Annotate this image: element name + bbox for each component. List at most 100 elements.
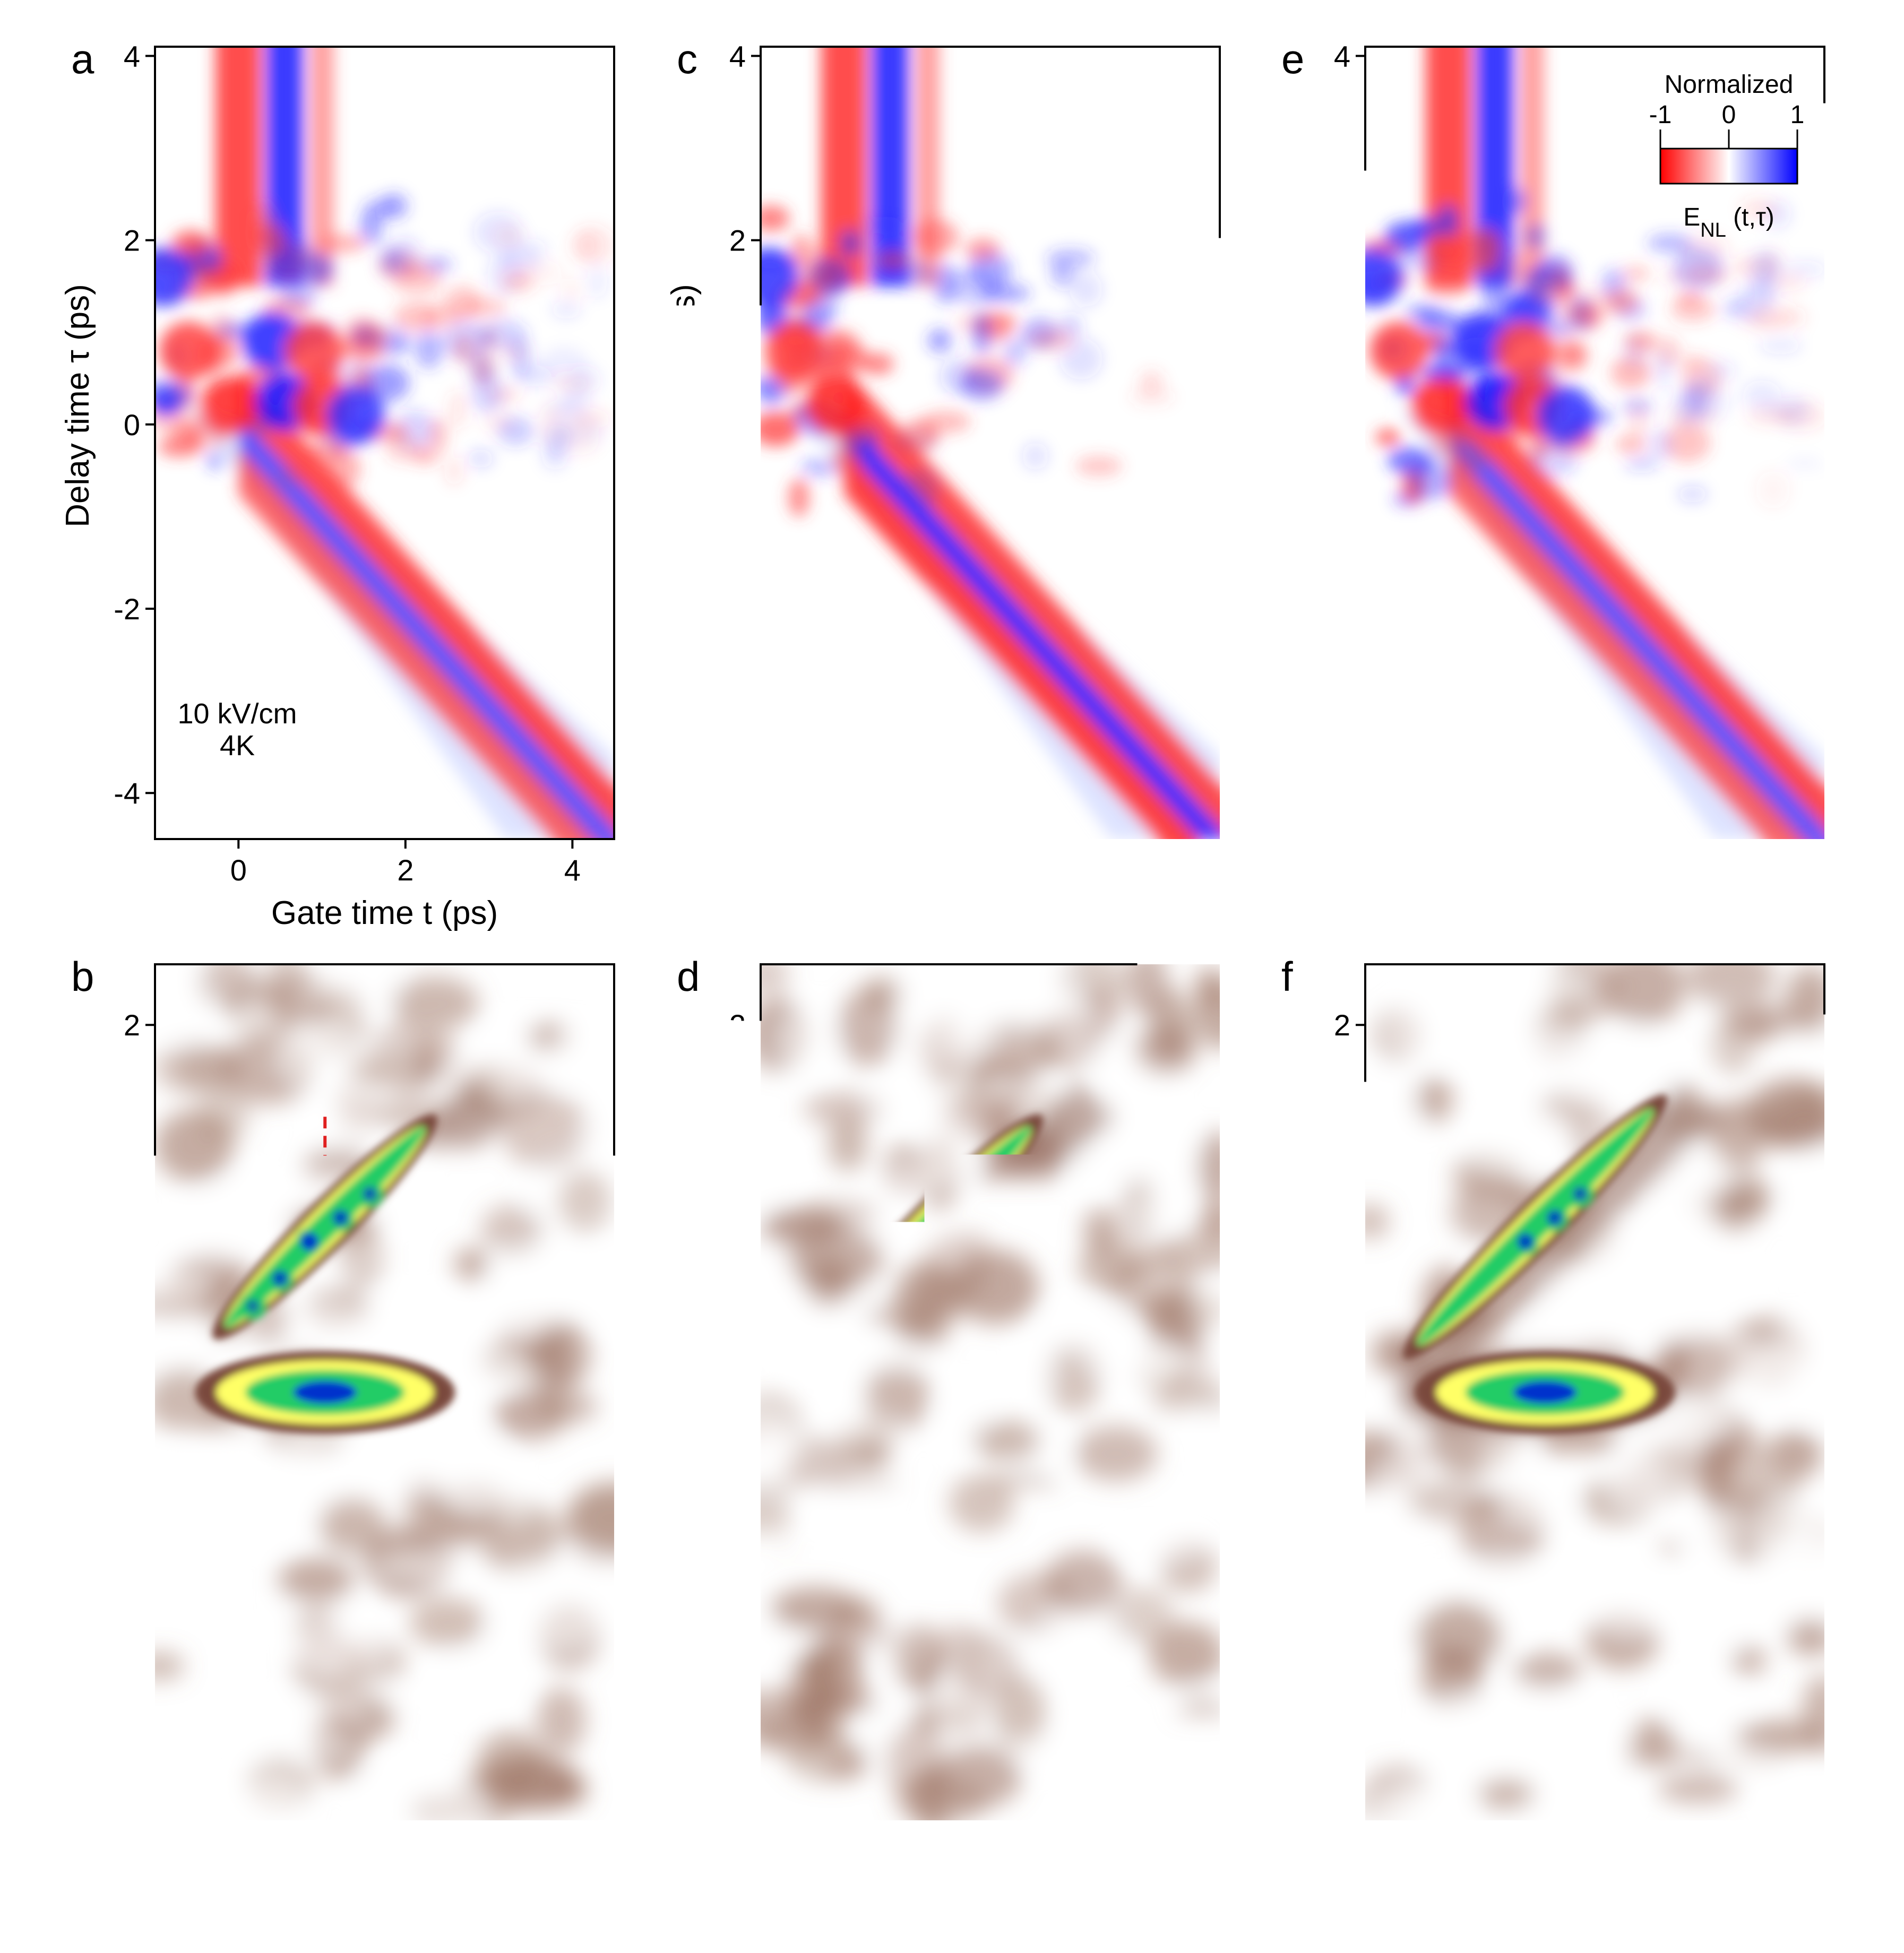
y-tick-label: 0	[729, 408, 746, 442]
peak-mark	[363, 1187, 377, 1202]
panel-letter-a: a	[71, 36, 94, 82]
peak-mark	[1517, 1233, 1534, 1250]
y-tick-label: 2	[729, 224, 746, 257]
x-axis-label: Gate time t (ps)	[877, 895, 1104, 931]
x-tick-label: 4	[1170, 853, 1186, 887]
panel-letter-c: c	[677, 36, 697, 82]
signal-blob	[285, 322, 343, 380]
y-tick-label: -1	[719, 1560, 746, 1593]
panel-b: 0 1 2-2-1012bνt (THz)ντ (THz)10 kV/cm4K	[59, 944, 657, 1924]
signal-blob	[326, 386, 384, 444]
peak-mark	[332, 1209, 348, 1225]
signal-blob	[740, 248, 798, 306]
annotation-field: 10 kV/cm	[177, 698, 297, 730]
annotation-field: 23 kV/cm	[783, 698, 902, 730]
x-tick-label: 4	[1774, 853, 1791, 887]
y-tick-label: -2	[114, 592, 140, 626]
y-tick-label: 4	[1334, 39, 1350, 73]
x-axis-label: νt (THz)	[933, 1876, 1048, 1924]
signal-blob	[159, 322, 218, 380]
panel-letter-f: f	[1281, 953, 1293, 1000]
peak-mark	[878, 1275, 893, 1290]
signal-blob	[201, 377, 260, 435]
x-tick-label: 4	[564, 853, 581, 887]
y-tick-label: -2	[719, 592, 746, 626]
x-axis-label: Gate time t (ps)	[271, 895, 498, 931]
colorbar-gradient	[1647, 1660, 1793, 1698]
y-tick-label: 0	[1334, 1376, 1350, 1410]
peak-mark	[1573, 1187, 1588, 1202]
y-tick-label: 1	[124, 1192, 140, 1225]
panel-letter-e: e	[1281, 36, 1304, 82]
x-axis-label: νt (THz)	[328, 1876, 442, 1924]
annotation-field: 23 kV/cm	[1393, 1647, 1512, 1679]
colorbar-title: Normalized	[1665, 71, 1794, 99]
annotation-temperature: 4K	[220, 730, 255, 762]
peak-mark	[943, 1210, 958, 1225]
y-tick-label: 0	[124, 408, 140, 442]
stripe-mark	[216, 28, 262, 286]
x-tick-label: 2	[1752, 1835, 1768, 1868]
y-axis-label: ντ (THz)	[1270, 1355, 1318, 1472]
panel-letter-d: d	[677, 953, 700, 1000]
colorbar-tick-label: 0	[1722, 101, 1736, 129]
x-tick-label: 0	[1441, 853, 1457, 887]
x-tick-label: 1	[1556, 1835, 1573, 1868]
heatmap-b	[114, 944, 657, 1840]
panel-f: 0 1 2-2-1012fνt (THz)ντ (THz)23 kV/cm12 K	[1270, 947, 1872, 1924]
y-tick-label: -1	[114, 1560, 140, 1593]
y-tick-label: 2	[124, 1008, 140, 1042]
x-tick-label: 0	[756, 1835, 773, 1868]
y-tick-label: -2	[1324, 1743, 1350, 1777]
y-axis-label: ντ (THz)	[665, 1355, 713, 1472]
panel-a: 0 2 4-4-2024aGate time t (ps)Delay time τ …	[59, 28, 631, 931]
y-axis-label: ντ (THz)	[59, 1355, 108, 1472]
y-tick-label: -1	[1324, 1560, 1350, 1593]
colorbar-tick-label: 0	[1640, 1615, 1655, 1643]
signal-blob	[932, 386, 990, 444]
x-axis-label: Gate time t (ps)	[1481, 895, 1708, 931]
colorbar-tick-label: 1.0	[1776, 1615, 1811, 1643]
panel-c: 0 2 4-4-2024cGate time t (ps)Delay time τ …	[665, 28, 1236, 931]
colorbar-tick-label: 1	[1790, 101, 1805, 129]
peak-mark	[912, 1237, 929, 1254]
x-tick-label: 2	[1607, 853, 1624, 887]
panel-d: 0 1 2-2-1012dνt (THz)ντ (THz)23 kV/cm4 K	[665, 947, 1251, 1924]
heatmap-f	[1335, 947, 1872, 1848]
x-tick-label: 1	[346, 1835, 363, 1868]
y-tick-label: -4	[114, 776, 140, 810]
x-tick-label: 2	[1147, 1835, 1164, 1868]
y-tick-label: 2	[1334, 1008, 1350, 1042]
colorbar-title: Normalized	[1656, 1583, 1785, 1611]
y-tick-label: -2	[719, 1743, 746, 1777]
y-tick-label: 4	[729, 39, 746, 73]
signal-blob	[1345, 248, 1403, 306]
peak-mark	[246, 1299, 260, 1312]
annotation-temperature: 12 K	[1423, 1679, 1482, 1711]
y-tick-label: 0	[1334, 408, 1350, 442]
x-axis-label: νt (THz)	[1538, 1876, 1652, 1924]
peak-mark	[300, 1232, 318, 1251]
annotation-temperature: 4 K	[826, 1679, 869, 1711]
annotation-temperature: 4K	[225, 1679, 260, 1711]
y-tick-label: -2	[1324, 592, 1350, 626]
x-tick-label: 0	[151, 1835, 167, 1868]
y-tick-label: 1	[729, 1192, 746, 1225]
signal-blob	[1369, 322, 1428, 380]
y-tick-label: 2	[729, 1008, 746, 1042]
signal-blob	[890, 322, 949, 380]
x-tick-label: 0	[230, 853, 247, 887]
x-tick-label: 0	[836, 853, 852, 887]
y-tick-label: -2	[114, 1743, 140, 1777]
y-tick-label: -4	[719, 776, 746, 810]
signal-blob	[1411, 377, 1470, 435]
x-tick-label: 1	[952, 1835, 968, 1868]
annotation-temperature: 12 K	[1418, 730, 1477, 762]
annotation-field: 10 kV/cm	[183, 1647, 302, 1679]
y-axis-label: Delay time τ (ps)	[665, 284, 702, 528]
x-tick-label: 2	[1003, 853, 1019, 887]
signal-blob	[1495, 322, 1553, 380]
heatmap-a	[134, 28, 631, 927]
signal-blob	[807, 377, 865, 435]
